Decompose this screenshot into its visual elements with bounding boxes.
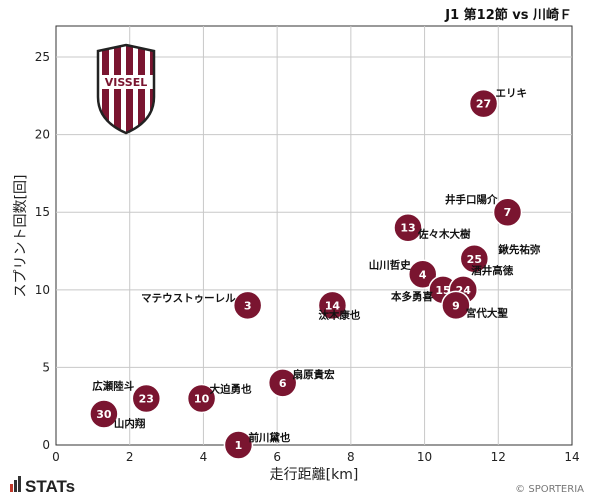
y-tick-label: 15 bbox=[35, 205, 50, 219]
point-number: 15 bbox=[435, 284, 450, 297]
point-marker bbox=[131, 383, 162, 414]
point-label: 前川黛也 bbox=[248, 431, 290, 444]
x-axis-label: 走行距離[km] bbox=[270, 466, 359, 483]
stats-bar-2 bbox=[14, 480, 17, 492]
x-tick-label: 6 bbox=[273, 450, 281, 464]
data-point: 25 鍬先祐弥 bbox=[459, 243, 541, 274]
point-marker bbox=[492, 197, 523, 227]
stats-bar-3 bbox=[18, 476, 21, 492]
point-label: 酒井高徳 bbox=[471, 264, 513, 277]
point-label: 汰木康也 bbox=[318, 308, 360, 321]
point-number: 23 bbox=[139, 392, 154, 405]
y-tick-label: 10 bbox=[35, 283, 50, 297]
point-marker bbox=[89, 399, 119, 429]
point-marker bbox=[407, 259, 438, 290]
stats-bar-1 bbox=[10, 484, 13, 492]
data-point: 23 広瀬陸斗 bbox=[92, 379, 162, 414]
point-label: 鍬先祐弥 bbox=[498, 243, 540, 256]
data-point: 27 エリキ bbox=[468, 88, 528, 119]
point-label: 扇原貴宏 bbox=[293, 368, 335, 381]
point-label: 広瀬陸斗 bbox=[92, 379, 134, 392]
stats-logo: STATs bbox=[10, 476, 75, 496]
point-number: 27 bbox=[476, 98, 491, 111]
point-label: 大迫勇也 bbox=[210, 382, 252, 395]
x-tick-label: 8 bbox=[347, 450, 355, 464]
x-tick-label: 2 bbox=[126, 450, 134, 464]
y-tick-label: 0 bbox=[42, 438, 50, 452]
data-point: 7 井手口陽介 bbox=[445, 193, 523, 227]
point-marker bbox=[459, 244, 490, 274]
point-label: 山内翔 bbox=[114, 417, 145, 430]
point-number: 25 bbox=[467, 253, 482, 266]
point-marker bbox=[441, 290, 471, 321]
x-tick-label: 0 bbox=[52, 450, 60, 464]
point-number: 7 bbox=[504, 206, 512, 219]
point-label: 山川哲史 bbox=[369, 258, 411, 271]
x-tick-label: 14 bbox=[564, 450, 579, 464]
data-point: 1 前川黛也 bbox=[223, 430, 291, 460]
point-marker bbox=[223, 430, 254, 460]
copyright: © SPORTERIA bbox=[515, 484, 584, 495]
logo-text: VISSEL bbox=[105, 76, 147, 89]
data-point: 9 宮代大聖 bbox=[441, 290, 508, 321]
y-axis-label: スプリント回数[回] bbox=[13, 175, 29, 298]
point-label: 本多勇喜 bbox=[391, 290, 433, 303]
point-marker bbox=[267, 368, 298, 398]
point-number: 1 bbox=[235, 439, 243, 452]
data-point: 4 山川哲史 bbox=[369, 258, 438, 290]
y-tick-label: 5 bbox=[42, 360, 50, 374]
point-marker bbox=[186, 383, 217, 414]
point-number: 13 bbox=[400, 222, 415, 235]
point-marker bbox=[468, 88, 499, 119]
data-point: 6 扇原貴宏 bbox=[267, 368, 335, 398]
point-number: 4 bbox=[419, 268, 427, 281]
point-label: 井手口陽介 bbox=[445, 193, 498, 206]
point-label: エリキ bbox=[496, 88, 528, 100]
vissel-logo: VISSEL bbox=[96, 43, 156, 135]
point-label: 宮代大聖 bbox=[466, 306, 508, 319]
stats-text: STATs bbox=[25, 477, 75, 496]
y-tick-label: 25 bbox=[35, 50, 50, 64]
point-number: 10 bbox=[194, 392, 210, 405]
point-marker bbox=[317, 290, 348, 321]
point-number: 3 bbox=[244, 299, 252, 312]
point-number: 30 bbox=[96, 408, 112, 421]
chart-header-title: J1 第12節 vs 川崎Ｆ bbox=[444, 7, 572, 23]
x-tick-label: 10 bbox=[417, 450, 432, 464]
point-label: 佐々木大樹 bbox=[417, 228, 471, 241]
data-point: 3 マテウストゥーレル bbox=[141, 290, 263, 321]
point-marker bbox=[232, 290, 263, 321]
point-number: 14 bbox=[325, 299, 341, 312]
point-label: マテウストゥーレル bbox=[141, 292, 236, 304]
x-tick-label: 4 bbox=[200, 450, 208, 464]
x-tick-label: 12 bbox=[491, 450, 506, 464]
data-point: 13 佐々木大樹 bbox=[393, 212, 471, 243]
point-number: 6 bbox=[279, 377, 287, 390]
point-marker bbox=[393, 212, 423, 243]
point-number: 9 bbox=[452, 299, 460, 312]
y-tick-label: 20 bbox=[35, 128, 50, 142]
